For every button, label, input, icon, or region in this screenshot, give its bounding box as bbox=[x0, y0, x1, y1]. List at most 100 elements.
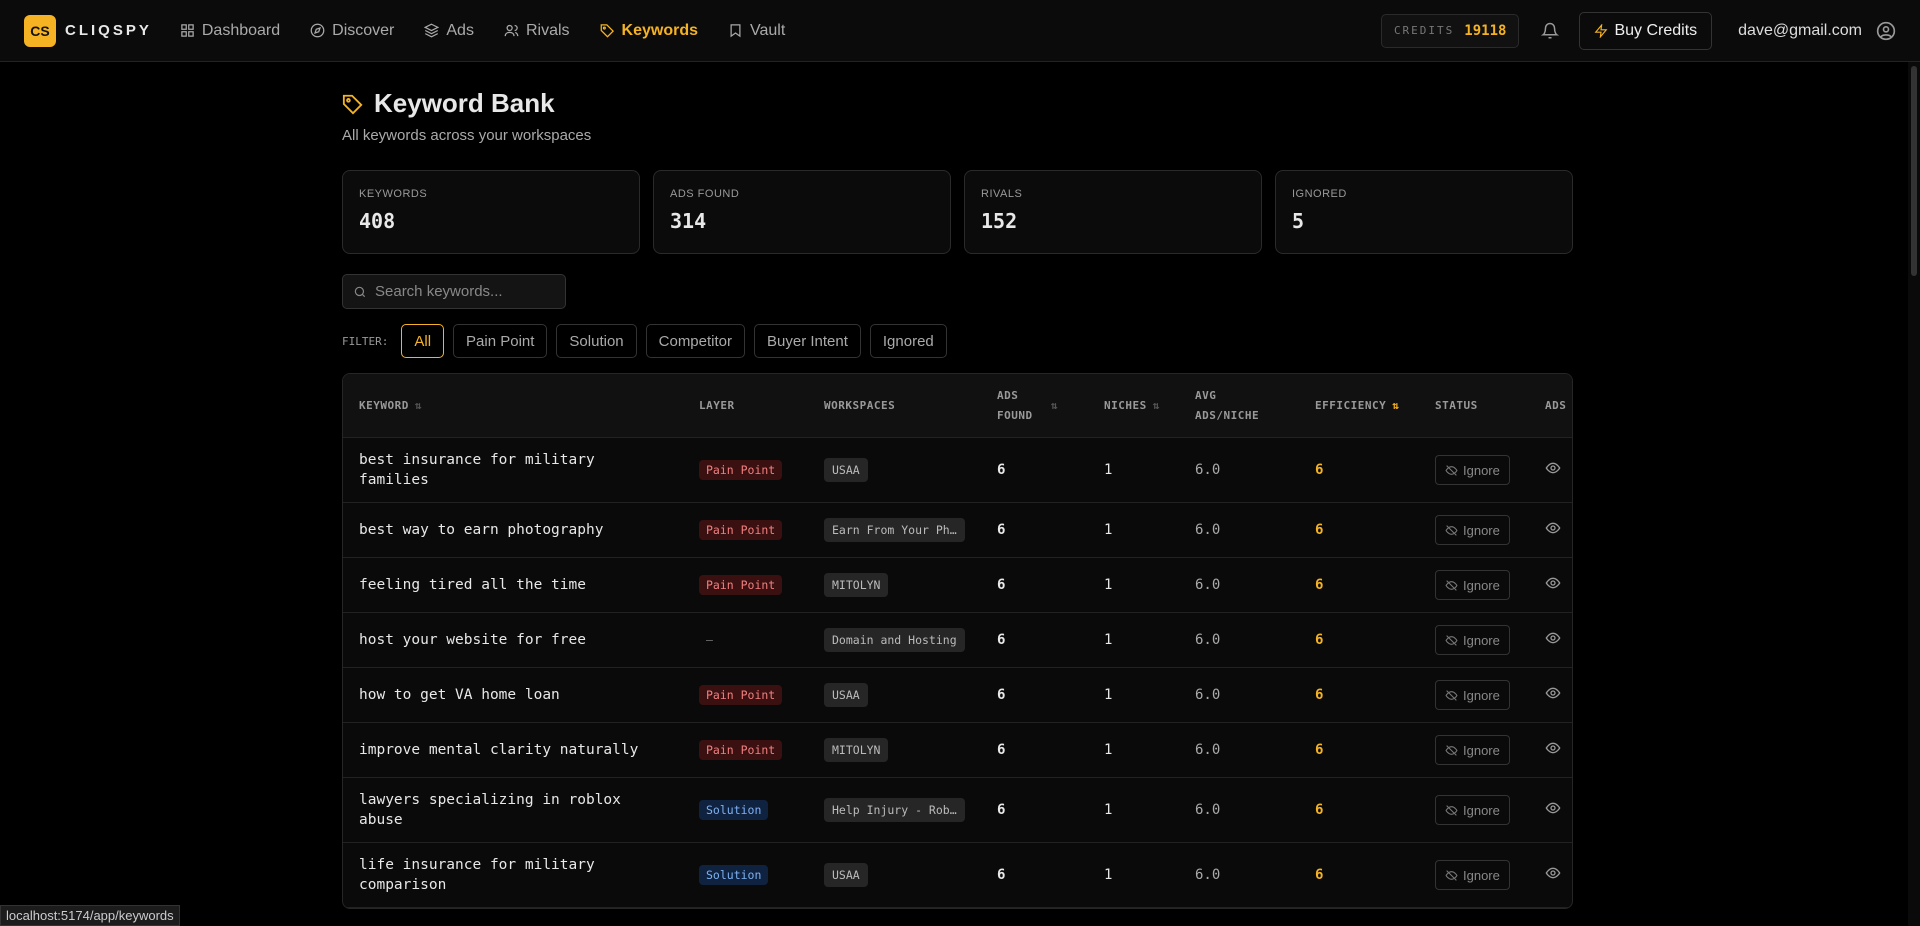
workspace-cell: Domain and Hosting bbox=[808, 628, 981, 652]
stat-card: ADS FOUND 314 bbox=[653, 170, 951, 254]
ads-found: 6 bbox=[997, 632, 1006, 648]
stat-card: KEYWORDS 408 bbox=[342, 170, 640, 254]
buy-credits-button[interactable]: Buy Credits bbox=[1579, 11, 1713, 50]
layer-tag: — bbox=[706, 633, 713, 647]
nav-link[interactable]: Ads bbox=[424, 22, 474, 40]
efficiency: 6 bbox=[1315, 687, 1324, 703]
workspace-cell: MITOLYN bbox=[808, 738, 981, 762]
column-header[interactable]: NICHES ⇅ bbox=[1088, 399, 1179, 412]
notifications[interactable] bbox=[1541, 22, 1560, 40]
user-icon[interactable] bbox=[1876, 21, 1896, 41]
avg-ads-per-niche: 6.0 bbox=[1195, 462, 1221, 478]
workspace-cell: USAA bbox=[808, 863, 981, 887]
keyword: host your website for free bbox=[359, 632, 586, 648]
ignore-button[interactable]: Ignore bbox=[1435, 680, 1510, 710]
filter-option[interactable]: Buyer Intent bbox=[754, 324, 861, 358]
ignore-button[interactable]: Ignore bbox=[1435, 455, 1510, 485]
table-row: how to get VA home loan Pain Point USAA 6 1 6… bbox=[343, 668, 1572, 723]
status-cell: Ignore bbox=[1419, 515, 1529, 545]
view-ads[interactable] bbox=[1529, 865, 1572, 885]
column-header-label: STATUS bbox=[1435, 399, 1478, 412]
filter-option[interactable]: Competitor bbox=[645, 324, 745, 358]
ads-found: 6 bbox=[997, 522, 1006, 538]
view-ads[interactable] bbox=[1529, 460, 1572, 480]
nav-links: Dashboard Discover Ads Rivals Keywords Vault bbox=[180, 22, 815, 40]
logo-badge[interactable]: CS bbox=[24, 14, 56, 47]
nav-link[interactable]: Discover bbox=[310, 22, 394, 40]
ignore-button[interactable]: Ignore bbox=[1435, 515, 1510, 545]
ignore-button[interactable]: Ignore bbox=[1435, 795, 1510, 825]
ignore-label: Ignore bbox=[1463, 742, 1500, 758]
user-email[interactable]: dave@gmail.com bbox=[1738, 21, 1862, 39]
ignore-label: Ignore bbox=[1463, 867, 1500, 883]
avg-ads-per-niche: 6.0 bbox=[1195, 867, 1221, 883]
filter-option[interactable]: All bbox=[401, 324, 445, 358]
efficiency: 6 bbox=[1315, 867, 1324, 883]
workspace-cell: MITOLYN bbox=[808, 573, 981, 597]
ignore-label: Ignore bbox=[1463, 577, 1500, 593]
column-header[interactable]: EFFICIENCY ⇅ bbox=[1299, 399, 1419, 412]
nav-link-label: Keywords bbox=[621, 21, 698, 39]
layer-cell: Solution bbox=[683, 800, 808, 820]
column-header-label: NICHES bbox=[1104, 399, 1147, 412]
ads-found: 6 bbox=[997, 462, 1006, 478]
filter-label: FILTER: bbox=[342, 334, 389, 348]
stat-label: ADS FOUND bbox=[670, 188, 740, 200]
layer-cell: Pain Point bbox=[683, 685, 808, 705]
keyword: how to get VA home loan bbox=[359, 687, 560, 703]
column-header[interactable]: KEYWORD ⇅ bbox=[343, 399, 683, 412]
ignore-button[interactable]: Ignore bbox=[1435, 625, 1510, 655]
keyword: feeling tired all the time bbox=[359, 577, 586, 593]
sort-icon: ⇅ bbox=[1152, 399, 1160, 412]
filter-option[interactable]: Solution bbox=[556, 324, 637, 358]
avg-ads-per-niche: 6.0 bbox=[1195, 802, 1221, 818]
page-heading: Keyword Bank bbox=[342, 88, 1573, 119]
ignore-button[interactable]: Ignore bbox=[1435, 735, 1510, 765]
ignore-label: Ignore bbox=[1463, 522, 1500, 538]
table-header: KEYWORD ⇅ LAYER WORKSPACES ADS FOUND ⇅ NICHES ⇅… bbox=[343, 374, 1572, 438]
ads-found: 6 bbox=[997, 867, 1006, 883]
column-header[interactable]: ADS FOUND ⇅ bbox=[981, 386, 1088, 426]
page-subtitle: All keywords across your workspaces bbox=[342, 127, 592, 144]
keyword: lawyers specializing in roblox abuse bbox=[359, 792, 621, 828]
stat-label: RIVALS bbox=[981, 188, 1023, 200]
view-ads[interactable] bbox=[1529, 685, 1572, 705]
nav-right: CREDITS 19118 Buy Credits dave@gmail.com bbox=[1380, 11, 1896, 50]
ignore-button[interactable]: Ignore bbox=[1435, 860, 1510, 890]
nav-link[interactable]: Dashboard bbox=[180, 22, 280, 40]
credits: CREDITS 19118 bbox=[1380, 13, 1520, 48]
niches: 1 bbox=[1104, 802, 1113, 818]
page-title: Keyword Bank bbox=[374, 88, 555, 118]
view-ads[interactable] bbox=[1529, 740, 1572, 760]
ignore-label: Ignore bbox=[1463, 687, 1500, 703]
logo-text[interactable]: CLIQSPY bbox=[65, 22, 152, 39]
keyword: best way to earn photography bbox=[359, 522, 604, 538]
view-ads[interactable] bbox=[1529, 800, 1572, 820]
status-cell: Ignore bbox=[1419, 860, 1529, 890]
table-row: host your website for free — Domain and Ho… bbox=[343, 613, 1572, 668]
view-ads[interactable] bbox=[1529, 575, 1572, 595]
search-input[interactable]: Search keywords... bbox=[342, 274, 566, 309]
sort-icon: ⇅ bbox=[414, 399, 422, 412]
ignore-button[interactable]: Ignore bbox=[1435, 570, 1510, 600]
status-cell: Ignore bbox=[1419, 570, 1529, 600]
niches: 1 bbox=[1104, 577, 1113, 593]
avg-ads-per-niche: 6.0 bbox=[1195, 577, 1221, 593]
niches: 1 bbox=[1104, 462, 1113, 478]
avg-ads-per-niche: 6.0 bbox=[1195, 632, 1221, 648]
view-ads[interactable] bbox=[1529, 520, 1572, 540]
workspace-tag: Earn From Your Ph… bbox=[824, 518, 965, 542]
nav-link[interactable]: Rivals bbox=[504, 22, 570, 40]
nav-link[interactable]: Keywords bbox=[600, 22, 698, 40]
filter-option[interactable]: Pain Point bbox=[453, 324, 548, 358]
stat-value: 152 bbox=[981, 209, 1018, 233]
search-placeholder: Search keywords... bbox=[375, 283, 503, 300]
filter-option[interactable]: Ignored bbox=[869, 324, 947, 358]
layer-cell: Solution bbox=[683, 865, 808, 885]
column-header-label: EFFICIENCY bbox=[1315, 399, 1387, 412]
stat-value: 314 bbox=[670, 209, 707, 233]
table-row: best way to earn photography Pain Point Ea… bbox=[343, 503, 1572, 558]
view-ads[interactable] bbox=[1529, 630, 1572, 650]
nav-link[interactable]: Vault bbox=[728, 22, 785, 40]
